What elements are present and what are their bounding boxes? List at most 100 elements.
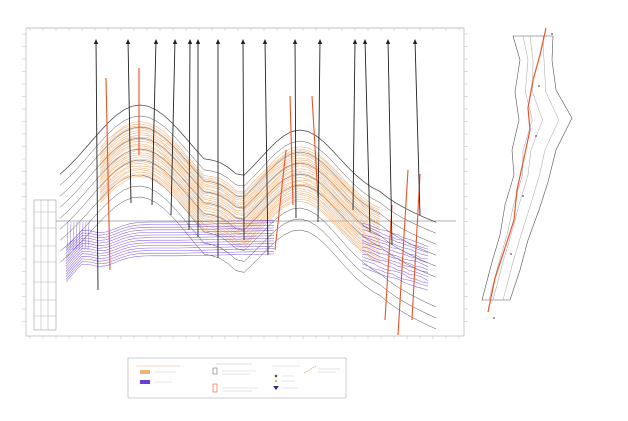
- productive-horizon: [99, 131, 381, 220]
- water-horizon: [65, 227, 275, 257]
- borehole-line: [414, 39, 421, 216]
- legend-group-wells: [212, 363, 258, 393]
- productive-horizon: [99, 120, 381, 209]
- water-horizon: [65, 232, 275, 262]
- fault-line: [105, 77, 111, 271]
- water-horizon: [361, 229, 429, 253]
- productive-horizon: [99, 152, 381, 240]
- well-arrow-icon: [362, 39, 368, 44]
- map-contour: [492, 35, 543, 301]
- well-arrow-icon: [352, 39, 358, 44]
- borehole-line: [170, 39, 176, 216]
- map-section-trace: [487, 27, 547, 313]
- productive-horizon: [99, 138, 381, 226]
- well-arrow-icon: [125, 39, 131, 44]
- productive-horizon: [99, 123, 381, 211]
- top-scale-ticks: [29, 28, 460, 339]
- section-frame: [25, 27, 465, 337]
- water-horizon: [65, 253, 275, 283]
- water-horizon: [361, 259, 429, 284]
- water-horizon: [361, 233, 429, 257]
- water-horizon: [65, 238, 275, 267]
- legend-box: [127, 357, 347, 399]
- well-arrow-icon: [262, 39, 268, 44]
- horizon-line: [59, 104, 437, 223]
- legend-group-boundary: [303, 365, 340, 374]
- borehole-line: [127, 39, 132, 204]
- productive-horizon: [99, 169, 381, 258]
- well-arrow-icon: [187, 39, 193, 44]
- water-horizon: [65, 245, 275, 275]
- horizon-line: [59, 115, 437, 234]
- horizon-line: [59, 137, 437, 256]
- water-horizon: [361, 256, 429, 281]
- productive-horizon: [99, 129, 381, 218]
- well-arrow-icon: [195, 39, 201, 44]
- water-horizon: [72, 221, 75, 251]
- borehole-line: [387, 39, 393, 246]
- borehole-line: [317, 39, 321, 223]
- water-horizon: [65, 235, 275, 264]
- productive-horizon: [99, 174, 381, 262]
- productive-horizon: [99, 141, 381, 229]
- fault-line: [384, 204, 393, 321]
- horizon-line: [59, 159, 437, 278]
- boreholes: [93, 39, 421, 291]
- legend-swatch-icon: [140, 380, 150, 384]
- water-horizon: [361, 246, 429, 271]
- productive-horizons: [99, 120, 381, 264]
- fault-line: [311, 95, 319, 199]
- water-horizon: [361, 225, 429, 250]
- water-horizons: [65, 219, 429, 291]
- water-horizon: [65, 240, 275, 270]
- water-horizon: [361, 240, 429, 264]
- water-horizon: [361, 263, 429, 287]
- water-horizon: [66, 221, 69, 251]
- productive-horizon: [99, 127, 381, 216]
- water-horizon: [361, 250, 429, 273]
- water-horizon: [81, 221, 84, 251]
- water-horizon: [65, 248, 275, 277]
- well-arrow-icon: [317, 39, 323, 44]
- map-well-dot: [510, 253, 512, 255]
- map-well-dot: [535, 135, 537, 137]
- map-well-dot: [538, 85, 540, 87]
- water-horizon: [69, 221, 72, 251]
- fault-line: [411, 173, 421, 321]
- borehole-line: [294, 39, 297, 219]
- productive-horizon: [99, 143, 381, 231]
- water-horizon: [361, 222, 429, 247]
- borehole-line: [242, 39, 245, 241]
- map-well-dot: [493, 317, 495, 319]
- productive-horizon: [99, 149, 381, 237]
- well-arrow-icon: [240, 39, 246, 44]
- well-marker-icon: [212, 367, 218, 375]
- water-horizon: [65, 230, 275, 259]
- water-horizon: [361, 236, 429, 260]
- horizon-lines: [59, 104, 437, 330]
- horizon-line: [59, 148, 437, 267]
- horizon-line: [59, 126, 437, 245]
- water-horizon: [361, 242, 429, 267]
- borehole-line: [364, 39, 371, 233]
- well-arrow-icon: [172, 39, 178, 44]
- well-arrow-icon: [215, 39, 221, 44]
- water-horizon: [65, 251, 275, 280]
- legend-group-tests: [272, 365, 300, 390]
- fault-lines: [105, 68, 421, 336]
- fault-line: [289, 95, 294, 206]
- horizon-line: [59, 185, 437, 319]
- borehole-line: [95, 39, 99, 291]
- borehole-line: [188, 39, 191, 231]
- water-horizon: [361, 267, 429, 291]
- well-arrow-icon: [412, 39, 418, 44]
- productive-horizon: [99, 145, 381, 233]
- productive-horizon: [99, 165, 381, 254]
- productive-horizon: [99, 134, 381, 222]
- borehole-line: [352, 39, 356, 211]
- legend-group-oil: [136, 365, 180, 384]
- stratigraphy-column: [33, 199, 57, 331]
- legend-swatch-icon: [140, 370, 150, 374]
- well-arrow-icon: [385, 39, 391, 44]
